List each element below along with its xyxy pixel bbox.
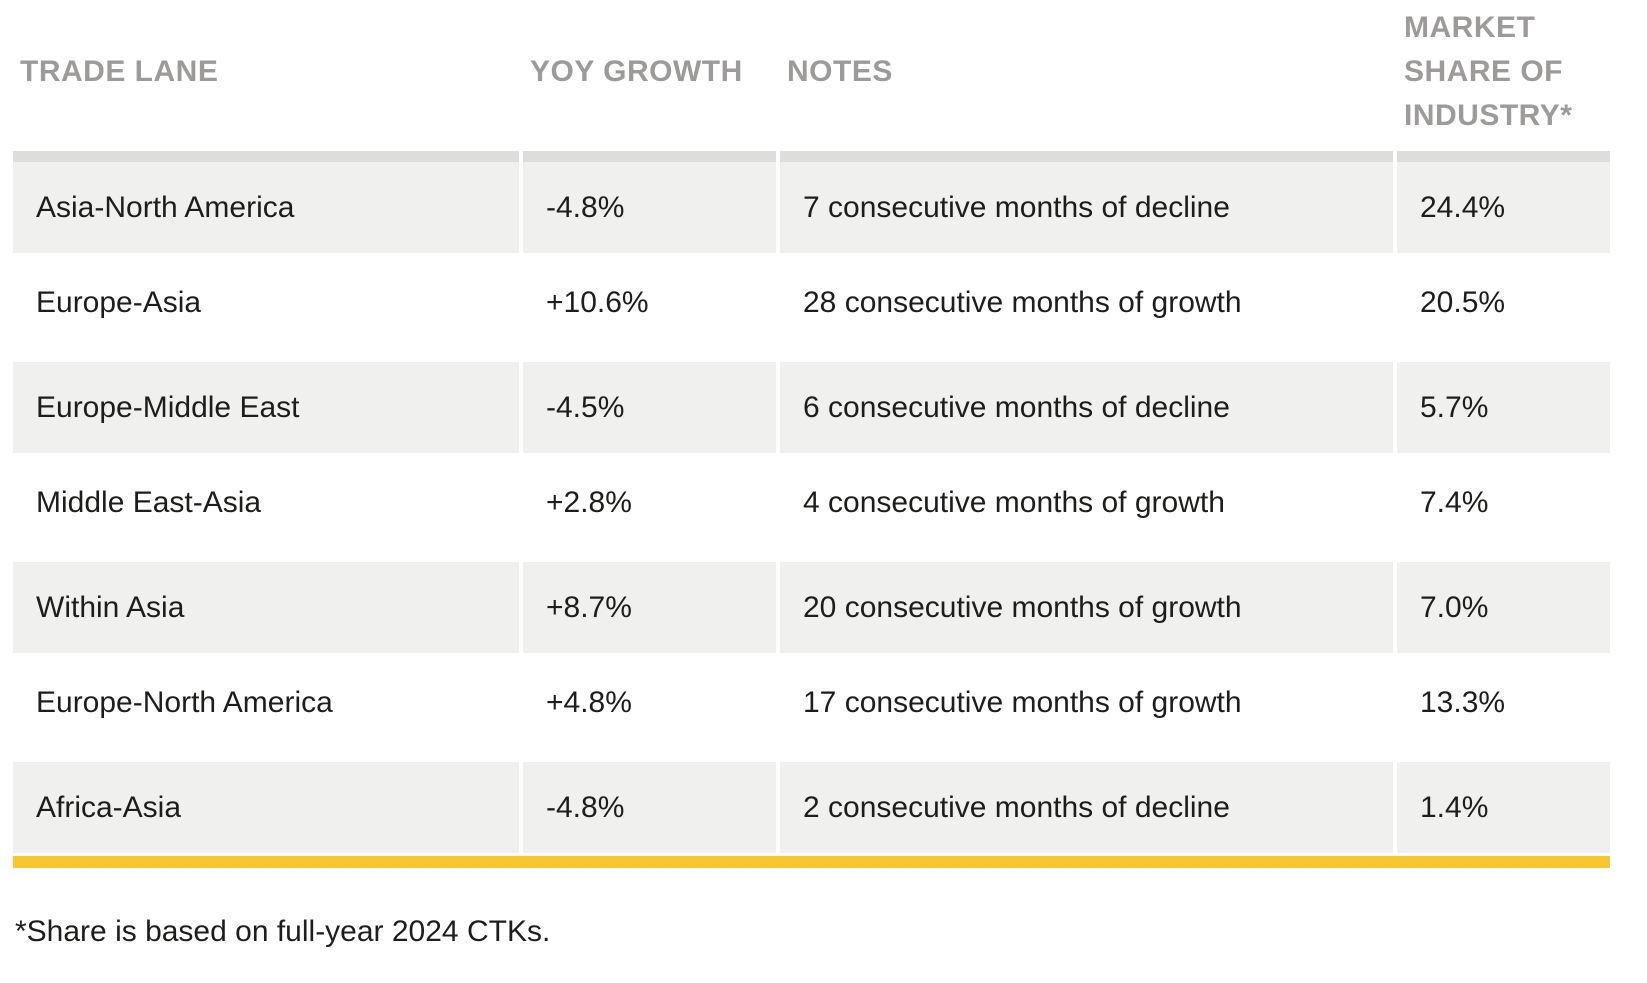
accent-bar <box>13 856 1610 868</box>
cell-yoy-growth: -4.5% <box>523 353 776 453</box>
table-row: Asia-North America -4.8% 7 consecutive m… <box>13 151 1610 253</box>
column-header-trade-lane: TRADE LANE <box>20 55 219 88</box>
table-row: Europe-North America +4.8% 17 consecutiv… <box>13 653 1610 753</box>
cell-market-share: 7.4% <box>1420 486 1489 519</box>
cell-market-share: 7.0% <box>1397 553 1610 653</box>
cell-yoy-growth: +4.8% <box>546 686 632 719</box>
cell-trade-lane: Europe-North America <box>36 686 333 719</box>
cell-notes: 28 consecutive months of growth <box>803 286 1242 319</box>
column-header-yoy-growth: YOY GROWTH <box>530 55 743 88</box>
trade-lane-table: TRADE LANE YOY GROWTH NOTES MARKET SHARE… <box>13 0 1610 949</box>
cell-trade-lane: Asia-North America <box>13 151 519 253</box>
cell-trade-lane: Middle East-Asia <box>36 486 262 519</box>
table-header-row: TRADE LANE YOY GROWTH NOTES MARKET SHARE… <box>13 4 1610 140</box>
cell-market-share: 1.4% <box>1397 753 1610 853</box>
cell-notes: 7 consecutive months of decline <box>780 151 1393 253</box>
footnote: *Share is based on full-year 2024 CTKs. <box>15 915 551 948</box>
table-row: Africa-Asia -4.8% 2 consecutive months o… <box>13 753 1610 853</box>
cell-notes: 4 consecutive months of growth <box>803 486 1225 519</box>
table-row: Europe-Middle East -4.5% 6 consecutive m… <box>13 353 1610 453</box>
cell-yoy-growth: -4.8% <box>523 753 776 853</box>
cell-notes: 2 consecutive months of decline <box>780 753 1393 853</box>
cell-market-share: 24.4% <box>1397 151 1610 253</box>
cell-trade-lane: Africa-Asia <box>13 753 519 853</box>
cell-yoy-growth: +10.6% <box>546 286 649 319</box>
column-header-market-share: MARKET SHARE OF INDUSTRY* <box>1404 11 1573 132</box>
cell-yoy-growth: +8.7% <box>523 553 776 653</box>
cell-market-share: 20.5% <box>1420 286 1506 319</box>
cell-yoy-growth: +2.8% <box>546 486 632 519</box>
table-row: Middle East-Asia +2.8% 4 consecutive mon… <box>13 453 1610 553</box>
table-body: Asia-North America -4.8% 7 consecutive m… <box>13 151 1610 853</box>
cell-market-share: 13.3% <box>1420 686 1506 719</box>
cell-trade-lane: Europe-Asia <box>36 286 202 319</box>
table-row: Europe-Asia +10.6% 28 consecutive months… <box>13 253 1610 353</box>
cell-yoy-growth: -4.8% <box>523 151 776 253</box>
cell-trade-lane: Europe-Middle East <box>13 353 519 453</box>
cell-notes: 20 consecutive months of growth <box>780 553 1393 653</box>
column-header-notes: NOTES <box>787 55 893 88</box>
cell-market-share: 5.7% <box>1397 353 1610 453</box>
cell-notes: 17 consecutive months of growth <box>803 686 1242 719</box>
cell-trade-lane: Within Asia <box>13 553 519 653</box>
table-row: Within Asia +8.7% 20 consecutive months … <box>13 553 1610 653</box>
cell-notes: 6 consecutive months of decline <box>780 353 1393 453</box>
